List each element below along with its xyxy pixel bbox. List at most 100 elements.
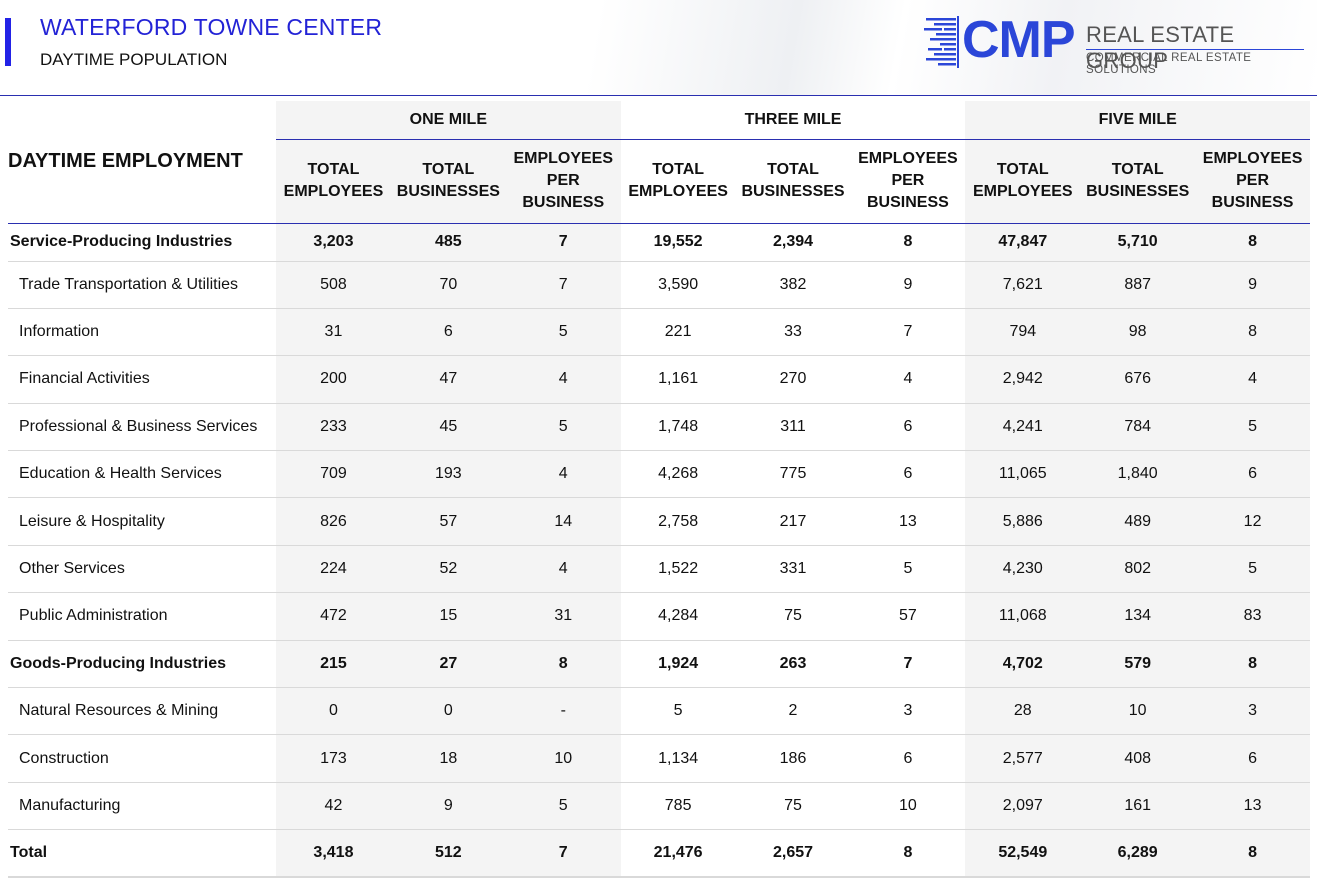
table-cell: 6 (1195, 450, 1311, 499)
row-label: Trade Transportation & Utilities (8, 261, 276, 309)
table-cell: 887 (1080, 261, 1196, 309)
table-cell: 485 (390, 223, 506, 262)
table-row: Construction 173 18 10 1,134 186 6 2,577 408 6 (8, 734, 1311, 783)
table-cell: 4,284 (620, 592, 736, 641)
employment-table: DAYTIME EMPLOYMENT ONE MILE THREE MILE F… (8, 101, 1311, 879)
table-cell: 31 (276, 308, 391, 357)
table-cell: 7 (505, 223, 621, 262)
table-cell: 2,097 (965, 782, 1081, 831)
table-cell: 4 (505, 545, 621, 594)
table-cell: 4,268 (620, 450, 736, 499)
table-cell: 27 (390, 640, 506, 689)
table-row: Public Administration 472 15 31 4,284 75 57 11,… (8, 592, 1311, 641)
table-cell: 508 (276, 261, 391, 309)
table-cell: 5 (505, 782, 621, 831)
table-cell: 6 (850, 734, 966, 783)
table-cell: 270 (735, 355, 851, 404)
table-cell: 331 (735, 545, 851, 594)
table-cell: - (505, 687, 621, 736)
table-cell: 7 (505, 261, 621, 309)
table-cell: 6,289 (1080, 829, 1196, 879)
table-row: Professional & Business Services 233 45 5 1,… (8, 403, 1311, 452)
table-cell: 52 (390, 545, 506, 594)
table-row: Natural Resources & Mining 0 0-5 2 3 28 10 3 (8, 687, 1311, 736)
company-logo: CMP REAL ESTATE GROUP COMMERCIAL REAL ES… (922, 11, 1312, 76)
page-subtitle: DAYTIME POPULATION (40, 50, 228, 69)
column-header: EMPLOYEES PER BUSINESS (505, 139, 621, 224)
table-cell: 52,549 (965, 829, 1081, 879)
table-cell: 3,203 (276, 223, 391, 262)
table-cell: 472 (276, 592, 391, 641)
table-cell: 5,710 (1080, 223, 1196, 262)
table-cell: 2,758 (620, 497, 736, 546)
table-row: Financial Activities 200 47 4 1,161 270 4 2,942… (8, 355, 1311, 404)
table-cell: 1,748 (620, 403, 736, 452)
table-cell: 4,230 (965, 545, 1081, 594)
group-header-five-mile: FIVE MILE (965, 101, 1311, 140)
table-cell: 8 (850, 829, 966, 879)
table-cell: 193 (390, 450, 506, 499)
table-cell: 0 (390, 687, 506, 736)
table-cell: 215 (276, 640, 391, 689)
table-row: Total 3,418 512 7 21,476 2,657 8 52,549 6,289 8 (8, 829, 1311, 879)
table-cell: 11,068 (965, 592, 1081, 641)
table-cell: 579 (1080, 640, 1196, 689)
table-cell: 161 (1080, 782, 1196, 831)
table-cell: 263 (735, 640, 851, 689)
table-cell: 11,065 (965, 450, 1081, 499)
table-cell: 775 (735, 450, 851, 499)
table-cell: 186 (735, 734, 851, 783)
table-cell: 19,552 (620, 223, 736, 262)
table-cell: 4,702 (965, 640, 1081, 689)
row-label: Construction (8, 734, 276, 783)
table-row: Manufacturing 42 9 5 785 75 10 2,097 161 13 (8, 782, 1311, 831)
page-header: WATERFORD TOWNE CENTER DAYTIME POPULATIO… (0, 0, 1317, 96)
table-cell: 2 (735, 687, 851, 736)
table-cell: 14 (505, 497, 621, 546)
table-cell: 4 (850, 355, 966, 404)
table-row: Information 31 6 5 221 33 7 794 98 8 (8, 308, 1311, 357)
table-cell: 6 (850, 403, 966, 452)
table-cell: 3,418 (276, 829, 391, 879)
table-body: Service-Producing Industries 3,203 485 7 19,… (8, 223, 1311, 879)
column-header: TOTAL BUSINESSES (735, 139, 851, 224)
row-label: Service-Producing Industries (8, 223, 276, 262)
table-cell: 408 (1080, 734, 1196, 783)
table-cell: 1,840 (1080, 450, 1196, 499)
row-label: Goods-Producing Industries (8, 640, 276, 689)
table-cell: 6 (390, 308, 506, 357)
table-cell: 7 (850, 308, 966, 357)
table-cell: 6 (1195, 734, 1311, 783)
table-cell: 15 (390, 592, 506, 641)
column-header: TOTAL EMPLOYEES (620, 139, 736, 224)
table-cell: 13 (850, 497, 966, 546)
table-cell: 9 (1195, 261, 1311, 309)
table-cell: 676 (1080, 355, 1196, 404)
column-header: EMPLOYEES PER BUSINESS (850, 139, 966, 224)
row-label: Natural Resources & Mining (8, 687, 276, 736)
table-cell: 5 (505, 308, 621, 357)
table-cell: 1,522 (620, 545, 736, 594)
table-cell: 45 (390, 403, 506, 452)
table-cell: 2,657 (735, 829, 851, 879)
column-header: TOTAL EMPLOYEES (965, 139, 1081, 224)
table-cell: 5 (620, 687, 736, 736)
table-cell: 7 (505, 829, 621, 879)
table-cell: 802 (1080, 545, 1196, 594)
table-cell: 75 (735, 782, 851, 831)
column-header: TOTAL EMPLOYEES (276, 139, 391, 224)
table-row: Service-Producing Industries 3,203 485 7 19,… (8, 223, 1311, 262)
table-cell: 2,394 (735, 223, 851, 262)
table-cell: 47 (390, 355, 506, 404)
table-cell: 2,577 (965, 734, 1081, 783)
table-cell: 173 (276, 734, 391, 783)
table-cell: 83 (1195, 592, 1311, 641)
header-accent-bar (5, 18, 11, 66)
table-row: Other Services 224 52 4 1,522 331 5 4,230 802 5 (8, 545, 1311, 594)
table-cell: 8 (1195, 829, 1311, 879)
page-title: WATERFORD TOWNE CENTER (40, 14, 383, 40)
table-cell: 0 (276, 687, 391, 736)
table-cell: 794 (965, 308, 1081, 357)
table-cell: 47,847 (965, 223, 1081, 262)
table-cell: 31 (505, 592, 621, 641)
